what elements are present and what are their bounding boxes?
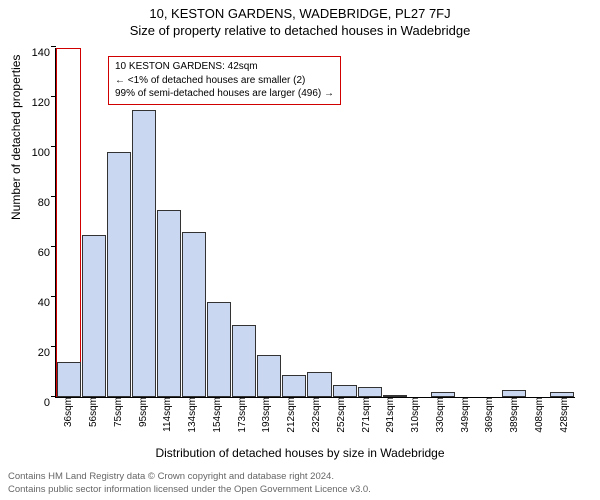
footer-line-2: Contains public sector information licen… (8, 484, 592, 496)
bar (257, 355, 281, 398)
y-tick-mark (51, 346, 56, 347)
page-subtitle: Size of property relative to detached ho… (0, 21, 600, 38)
x-tick-label: 330sqm (435, 397, 446, 437)
x-tick-label: 173sqm (237, 397, 248, 437)
x-tick-label: 114sqm (162, 397, 173, 436)
bar (282, 375, 306, 398)
y-tick-label: 80 (26, 197, 56, 209)
x-tick-label: 134sqm (187, 397, 198, 437)
x-tick-label: 56sqm (88, 397, 99, 431)
x-tick-label: 310sqm (410, 397, 421, 437)
x-tick-label: 408sqm (534, 397, 545, 437)
x-tick-label: 193sqm (261, 397, 272, 437)
x-tick-label: 349sqm (460, 397, 471, 437)
footer: Contains HM Land Registry data © Crown c… (8, 471, 592, 496)
bar (132, 110, 156, 398)
bar (232, 325, 256, 398)
x-tick-label: 428sqm (559, 397, 570, 437)
y-tick-mark (51, 46, 56, 47)
y-tick-mark (51, 296, 56, 297)
bar (82, 235, 106, 398)
page-title: 10, KESTON GARDENS, WADEBRIDGE, PL27 7FJ (0, 0, 600, 21)
y-tick-label: 0 (26, 397, 56, 409)
y-tick-mark (51, 96, 56, 97)
info-line-1: 10 KESTON GARDENS: 42sqm (115, 60, 334, 74)
bar (182, 232, 206, 397)
x-tick-label: 232sqm (311, 397, 322, 437)
x-tick-label: 252sqm (336, 397, 347, 437)
x-tick-label: 36sqm (63, 397, 74, 431)
y-axis-label: Number of detached properties (9, 55, 23, 220)
y-tick-mark (51, 146, 56, 147)
y-tick-label: 100 (26, 147, 56, 159)
x-tick-label: 271sqm (361, 397, 372, 437)
y-tick-mark (51, 196, 56, 197)
bar (307, 372, 331, 397)
y-tick-label: 60 (26, 247, 56, 259)
bar (157, 210, 181, 398)
info-line-2: ← <1% of detached houses are smaller (2) (115, 74, 334, 88)
x-tick-label: 389sqm (509, 397, 520, 437)
y-tick-label: 40 (26, 297, 56, 309)
info-line-3: 99% of semi-detached houses are larger (… (115, 87, 334, 101)
bar (333, 385, 357, 398)
y-tick-label: 120 (26, 97, 56, 109)
y-tick-mark (51, 246, 56, 247)
x-tick-label: 369sqm (484, 397, 495, 437)
x-tick-label: 291sqm (385, 397, 396, 437)
footer-line-1: Contains HM Land Registry data © Crown c… (8, 471, 592, 483)
x-tick-label: 95sqm (138, 397, 149, 431)
bar (107, 152, 131, 397)
x-tick-label: 154sqm (212, 397, 223, 437)
y-tick-label: 20 (26, 347, 56, 359)
y-tick-mark (51, 396, 56, 397)
x-axis-label: Distribution of detached houses by size … (0, 446, 600, 460)
info-box: 10 KESTON GARDENS: 42sqm ← <1% of detach… (108, 56, 341, 105)
bar (502, 390, 526, 398)
x-tick-label: 75sqm (113, 397, 124, 431)
bar (207, 302, 231, 397)
bar (57, 362, 81, 397)
bar (358, 387, 382, 397)
x-tick-label: 212sqm (286, 397, 297, 437)
y-tick-label: 140 (26, 47, 56, 59)
